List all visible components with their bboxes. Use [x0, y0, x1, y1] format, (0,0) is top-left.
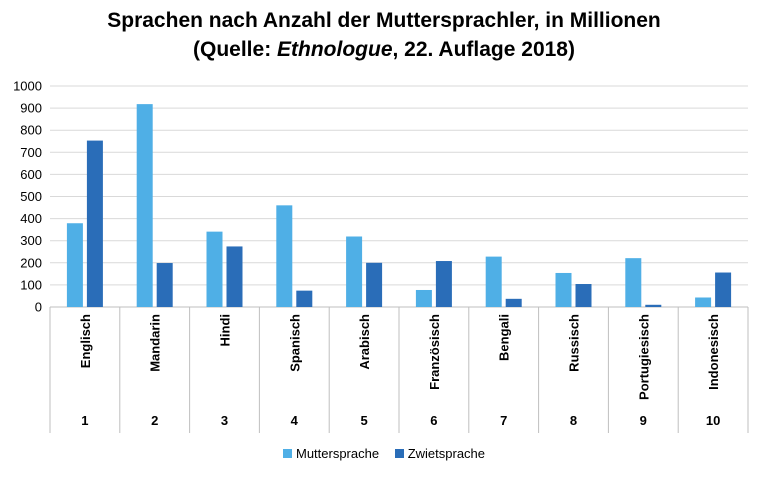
y-axis-ticks: 0 100 200 300 400 500 600 700 800 900 1000 [13, 79, 42, 315]
bar-muttersprache-mandarin [136, 104, 153, 307]
category-label: Bengali [497, 314, 512, 361]
y-tick-label: 200 [20, 255, 42, 270]
bar-muttersprache-indonesisch [695, 297, 712, 307]
category-rank: 6 [430, 413, 437, 428]
bar-muttersprache-englisch [66, 223, 83, 307]
legend-item-zwietsprache: Zwietsprache [394, 446, 486, 461]
legend-item-muttersprache: Muttersprache [282, 446, 380, 461]
bar-muttersprache-französisch [415, 289, 432, 307]
bar-muttersprache-hindi [206, 231, 223, 307]
bar-zwietsprache-französisch [435, 261, 452, 307]
bar-zwietsprache-indonesisch [715, 272, 732, 307]
y-tick-label: 100 [20, 277, 42, 292]
category-label: Portugiesisch [636, 314, 651, 400]
bar-zwietsprache-arabisch [366, 262, 383, 307]
y-tick-label: 1000 [13, 79, 42, 94]
y-tick-label: 0 [35, 300, 42, 315]
legend-swatch-zwietsprache [394, 449, 404, 458]
legend-label-muttersprache: Muttersprache [295, 446, 380, 461]
category-label: Englisch [78, 314, 93, 368]
title-source-suffix: , 22. Auflage 2018) [392, 38, 575, 61]
bar-muttersprache-russisch [555, 272, 572, 307]
y-tick-label: 400 [20, 211, 42, 226]
title-line-2: (Quelle: Ethnologue, 22. Auflage 2018) [0, 35, 768, 64]
category-label: Russisch [567, 314, 582, 372]
bar-zwietsprache-englisch [86, 140, 103, 307]
legend-label-zwietsprache: Zwietsprache [407, 446, 486, 461]
bar-muttersprache-bengali [485, 256, 502, 307]
bar-muttersprache-spanisch [276, 205, 293, 307]
y-tick-label: 900 [20, 101, 42, 116]
category-label: Französisch [427, 314, 442, 390]
title-source-name: Ethnologue [277, 38, 393, 61]
bars [66, 104, 732, 307]
bar-muttersprache-arabisch [346, 236, 363, 307]
category-rank: 8 [570, 413, 577, 428]
gridlines [50, 85, 748, 308]
bar-zwietsprache-portugiesisch [645, 304, 662, 307]
category-rank: 1 [81, 413, 88, 428]
bar-zwietsprache-hindi [226, 246, 243, 307]
chart-title: Sprachen nach Anzahl der Muttersprachler… [0, 6, 768, 64]
category-rank: 4 [291, 413, 299, 428]
bar-zwietsprache-russisch [575, 284, 592, 307]
y-tick-label: 700 [20, 145, 42, 160]
legend: Muttersprache Zwietsprache [0, 446, 768, 461]
bar-zwietsprache-spanisch [296, 290, 313, 307]
title-line-1: Sprachen nach Anzahl der Muttersprachler… [107, 9, 661, 32]
category-rank: 10 [706, 413, 720, 428]
category-label: Indonesisch [706, 314, 721, 390]
category-label: Hindi [218, 314, 233, 347]
category-rank: 7 [500, 413, 507, 428]
title-source-prefix: (Quelle: [193, 38, 278, 61]
category-label: Spanisch [287, 314, 302, 372]
y-tick-label: 500 [20, 189, 42, 204]
y-tick-label: 800 [20, 123, 42, 138]
category-rank: 5 [360, 413, 367, 428]
bar-zwietsprache-bengali [505, 298, 522, 307]
y-tick-label: 600 [20, 167, 42, 182]
x-axis-categories: Englisch 1 Mandarin 2 Hindi 3 Spanisch 4 Arabisc… [49, 307, 749, 433]
bar-zwietsprache-mandarin [156, 263, 173, 307]
category-rank: 3 [221, 413, 228, 428]
bar-muttersprache-portugiesisch [625, 258, 642, 307]
category-label: Arabisch [357, 314, 372, 370]
category-rank: 2 [151, 413, 158, 428]
category-rank: 9 [640, 413, 647, 428]
category-label: Mandarin [148, 314, 163, 372]
legend-swatch-muttersprache [282, 449, 292, 458]
y-tick-label: 300 [20, 233, 42, 248]
